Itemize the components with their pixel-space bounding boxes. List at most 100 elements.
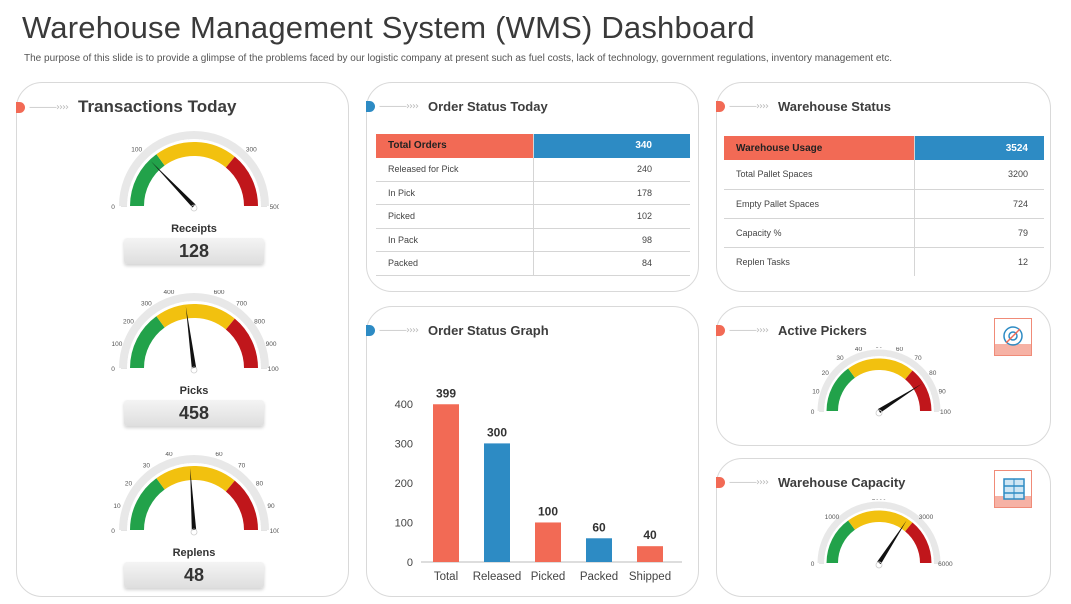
gauge-tick-label: 30 (143, 462, 151, 469)
row-label: Replen Tasks (724, 247, 915, 276)
gauge-tick-label: 60 (896, 347, 904, 353)
row-value: 12 (1017, 256, 1028, 267)
gauge-green-band (130, 154, 165, 207)
row-value: 84 (533, 251, 690, 276)
replens-value: 48 (124, 562, 264, 588)
receipts-value: 128 (124, 238, 264, 264)
warehouse-capacity-header: ———›››› Warehouse Capacity (716, 475, 905, 490)
chevrons-icon: ———›››› (379, 325, 419, 336)
gauge-tick-label: 20 (125, 480, 133, 487)
warehouse-usage-label: Warehouse Usage (724, 136, 915, 160)
gauge-tick-label: 1000 (268, 366, 279, 373)
active-pickers-card: ———›››› Active Pickers 0 10 20 30 40 50 60 70 80… (716, 306, 1051, 446)
row-value: 724 (914, 189, 1044, 219)
gauge-tick-label: 60 (215, 452, 223, 458)
gauge-yellow-band (156, 304, 235, 330)
gauge-outer-ring (119, 455, 269, 531)
gauge-tick-label: 300 (141, 300, 152, 307)
gauge-needle (877, 520, 907, 565)
row-label: Packed (376, 251, 534, 276)
gauge-tick-label: 70 (914, 355, 922, 362)
gauge-tick-label: 2000 (872, 499, 887, 502)
gauge-tick-label: 10 (113, 503, 121, 510)
gauge-tick-label: 50 (190, 452, 198, 454)
transactions-header: ———›››› Transactions Today (16, 97, 236, 117)
bullet-icon (716, 325, 725, 336)
y-tick-label: 400 (395, 399, 413, 411)
gauge-needle (877, 383, 922, 413)
picks-value: 458 (124, 400, 264, 426)
table-row: Released for Pick 240 (376, 157, 690, 182)
chevrons-icon: ———›››› (729, 477, 769, 488)
x-tick-label: Picked (531, 571, 566, 583)
table-row: Packed 84 (376, 251, 690, 276)
gauge-tick-label: 0 (111, 204, 115, 211)
row-value: 98 (533, 228, 690, 252)
gauge-needle (190, 468, 197, 531)
chevrons-icon: ———›››› (29, 101, 69, 113)
row-value: 240 (533, 157, 690, 182)
transactions-title: Transactions Today (78, 97, 237, 116)
gear-icon (994, 318, 1032, 356)
row-label: Picked (376, 204, 534, 229)
gauge-yellow-band (156, 142, 235, 168)
y-tick-label: 300 (395, 438, 413, 450)
gauge-tick-label: 0 (811, 561, 815, 568)
gauge-tick-label: 90 (267, 503, 275, 510)
gauge-green-band (130, 316, 165, 369)
warehouse-status-header: ———›››› Warehouse Status (716, 99, 891, 114)
gauge-green-band (826, 520, 856, 564)
receipts-gauge: 0 100 200 300 500 (111, 128, 279, 212)
total-orders-label: Total Orders (376, 134, 534, 158)
y-tick-label: 100 (395, 517, 413, 529)
gauge-green-band (826, 368, 856, 412)
picks-gauge: 0 100 200 300 400 500 600 700 800 900 1000 (111, 290, 279, 374)
row-value: 178 (533, 181, 690, 205)
gauge-tick-label: 1000 (825, 514, 840, 521)
gauge-pivot (875, 561, 883, 569)
gauge-tick-label: 50 (875, 347, 883, 350)
table-header-row: Warehouse Usage 3524 (724, 136, 1044, 160)
gauge-tick-label: 700 (236, 300, 247, 307)
gauge-needle (185, 306, 197, 369)
row-label: Capacity % (724, 218, 915, 248)
gauge-tick-label: 30 (836, 355, 844, 362)
gauge-tick-label: 0 (111, 528, 115, 535)
replens-label: Replens (172, 547, 216, 559)
bar (433, 404, 459, 562)
row-label: Released for Pick (376, 157, 534, 182)
order-graph-card: ———›››› Order Status Graph 0 100 200 300 400… (366, 306, 699, 597)
picks-label: Picks (179, 385, 209, 397)
gauge-outer-ring (119, 293, 269, 369)
bullet-icon (716, 477, 725, 488)
gauge-outer-ring (817, 501, 941, 563)
warehouse-status-table: Warehouse Usage 3524 Total Pallet Spaces… (724, 136, 1044, 276)
row-value: 102 (533, 204, 690, 229)
gauge-red-band (904, 522, 932, 564)
gauge-red-band (225, 318, 258, 369)
row-label: Total Pallet Spaces (724, 160, 915, 190)
gauge-tick-label: 500 (270, 204, 279, 211)
order-status-bar-chart: 0 100 200 300 400 399 Total 300 Released 100 Picke… (395, 386, 682, 583)
page-title: Warehouse Management System (WMS) Dashbo… (22, 10, 755, 45)
gauge-tick-label: 100 (940, 409, 951, 416)
row-label: Empty Pallet Spaces (724, 189, 915, 219)
bar (484, 443, 510, 562)
gauge-tick-label: 10 (812, 388, 820, 395)
gauge-tick-label: 100 (270, 528, 279, 535)
gauge-pivot (875, 409, 883, 417)
bar (637, 546, 663, 562)
gauge-pivot (190, 366, 198, 374)
order-graph-header: ———›››› Order Status Graph (366, 323, 549, 338)
order-status-header: ———›››› Order Status Today (366, 99, 548, 114)
gauge-tick-label: 6000 (938, 561, 953, 568)
gauge-tick-label: 40 (855, 347, 863, 353)
gauge-tick-label: 900 (266, 341, 277, 348)
gauge-tick-label: 0 (111, 366, 115, 373)
bar-value-label: 300 (487, 425, 507, 439)
warehouse-status-card: ———›››› Warehouse Status Warehouse Usage… (716, 82, 1051, 292)
y-tick-label: 200 (395, 478, 413, 490)
warehouse-status-title: Warehouse Status (778, 99, 891, 114)
gauge-red-band (904, 370, 932, 412)
gauge-tick-label: 500 (189, 290, 200, 292)
